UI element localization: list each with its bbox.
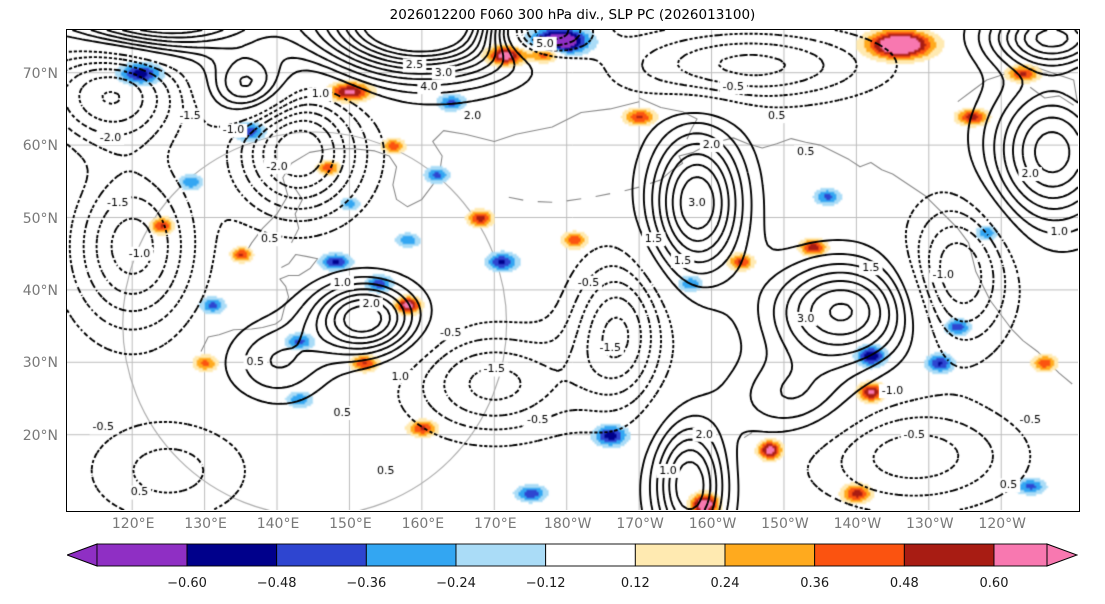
y-tick-label: 60°N [22, 138, 58, 155]
x-tick-label: 170°E [473, 516, 517, 532]
x-tick-label: 120°E [111, 516, 155, 532]
y-tick-label: 30°N [22, 355, 58, 372]
colorbar-tick-label: 0.60 [980, 576, 1009, 591]
colorbar-over-arrow [1046, 543, 1078, 567]
colorbar-segment [903, 543, 995, 567]
chart-title: 2026012200 F060 300 hPa div., SLP PC (20… [389, 7, 756, 23]
x-tick-label: 130°W [906, 516, 954, 532]
x-tick-label: 140°E [256, 516, 300, 532]
colorbar-tick-label: −0.24 [436, 576, 476, 591]
x-tick-label: 150°W [761, 516, 809, 532]
colorbar-tick-label: −0.48 [257, 576, 297, 591]
x-tick-label: 180°W [543, 516, 592, 532]
colorbar-under-arrow [67, 543, 98, 567]
colorbar-segment [96, 543, 188, 567]
colorbar-tick-label: 0.36 [800, 576, 829, 591]
x-tick-label: 170°W [616, 516, 664, 532]
y-tick-label: 40°N [22, 282, 58, 299]
map-plot-area [65, 28, 1080, 512]
x-tick-label: 150°E [329, 516, 372, 532]
colorbar-tick-label: −0.36 [346, 576, 386, 591]
colorbar-tick-label: 0.24 [711, 576, 740, 591]
x-tick-label: 160°W [688, 516, 737, 532]
y-tick-label: 20°N [22, 427, 58, 444]
y-tick-label: 70°N [22, 65, 58, 82]
x-tick-label: 130°E [184, 516, 227, 532]
colorbar-tick-label: 0.12 [621, 576, 650, 591]
colorbar-tick-label: 0.48 [890, 576, 919, 591]
colorbar: −0.60 −0.48 −0.36 −0.24 −0.12 0.12 0.24 0.36 0.4… [67, 543, 1078, 591]
colorbar-segment [545, 543, 636, 567]
y-tick-label: 50°N [22, 210, 58, 227]
colorbar-tick-label: −0.12 [526, 576, 566, 591]
x-tick-label: 160°E [401, 516, 445, 532]
colorbar-segment [276, 543, 367, 567]
x-tick-label: 120°W [978, 516, 1027, 532]
x-tick-label: 140°W [833, 516, 882, 532]
colorbar-segment [724, 543, 816, 567]
colorbar-segment [634, 543, 726, 567]
colorbar-tick-label: −0.60 [167, 576, 207, 591]
colorbar-segment [993, 543, 1048, 567]
colorbar-segment [186, 543, 278, 567]
contour-map-canvas [66, 29, 1078, 510]
colorbar-segment [814, 543, 905, 567]
colorbar-segment [365, 543, 457, 567]
colorbar-segment [455, 543, 547, 567]
